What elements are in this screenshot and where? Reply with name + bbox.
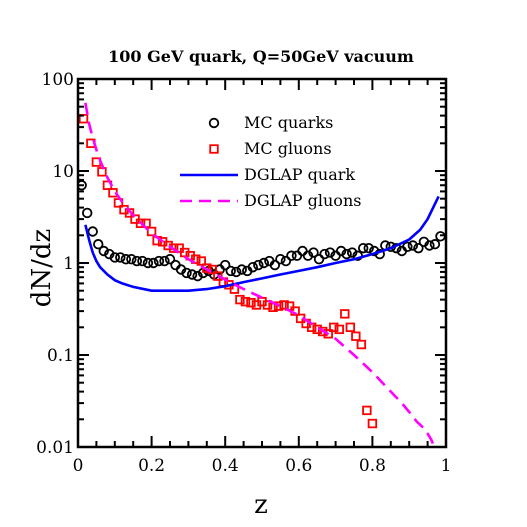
mc-quarks-point xyxy=(253,259,264,271)
x-tick-label: 0 xyxy=(73,456,84,476)
mc-quarks-point xyxy=(142,257,154,269)
mc-quarks-point xyxy=(269,259,281,271)
mc-quarks-point xyxy=(87,226,98,237)
mc-gluons-point xyxy=(97,167,107,177)
x-tick-label: 0.4 xyxy=(212,456,239,476)
mc-quarks-point xyxy=(153,255,165,267)
mc-quarks-point xyxy=(324,247,336,258)
mc-gluons-point xyxy=(329,322,339,333)
mc-quarks-point xyxy=(131,255,143,267)
mc-quarks-point xyxy=(346,247,358,258)
y-axis-label: dN/dz xyxy=(27,229,57,308)
mc-quarks-point xyxy=(78,180,87,191)
y-tick-label: 0.1 xyxy=(47,346,74,366)
mc-gluons-point xyxy=(279,300,289,310)
legend-label: DGLAP gluons xyxy=(244,191,361,210)
mc-quarks-point xyxy=(429,239,441,250)
plot-area xyxy=(78,102,446,447)
mc-quarks-point xyxy=(258,257,270,269)
y-tick-label: 1 xyxy=(63,254,74,274)
x-axis-label: z xyxy=(254,490,268,520)
mc-quarks-point xyxy=(192,270,203,282)
mc-quarks-point xyxy=(291,250,303,261)
legend-label: DGLAP quark xyxy=(244,165,355,184)
legend-swatch-mc-quarks xyxy=(208,117,220,129)
mc-quarks-point xyxy=(413,242,424,254)
y-tick-label: 0.01 xyxy=(36,438,74,458)
axis-ticks: 0 0.2 0.4 0.6 0.8 1 0.01 0.1 1 10 100 xyxy=(36,70,451,476)
mc-gluons-point xyxy=(367,418,378,429)
mc-gluons-point xyxy=(356,339,367,350)
mc-quarks-point xyxy=(109,252,121,263)
mc-quarks-point xyxy=(126,253,137,265)
legend-swatch-mc-gluons xyxy=(209,144,219,154)
x-tick-label: 1 xyxy=(441,456,452,476)
mc-gluons-point xyxy=(334,324,344,335)
y-tick-label: 100 xyxy=(42,70,74,90)
x-tick-label: 0.2 xyxy=(138,456,165,476)
mc-gluons-point xyxy=(146,226,157,237)
mc-quarks-point xyxy=(275,253,286,265)
mc-quarks-point xyxy=(137,255,148,267)
mc-gluons-point xyxy=(351,331,361,341)
y-tick-label: 10 xyxy=(52,162,74,182)
mc-quarks-point xyxy=(302,250,314,261)
mc-quarks-point xyxy=(186,269,198,280)
mc-quarks-point xyxy=(148,257,159,269)
mc-quarks-point xyxy=(93,239,104,250)
mc-quarks-point xyxy=(81,207,93,219)
mc-gluons-point xyxy=(323,329,333,339)
mc-quarks-point xyxy=(280,255,292,267)
legend-label: MC quarks xyxy=(244,113,333,132)
mc-gluons-point xyxy=(340,309,350,319)
mc-gluons-point xyxy=(246,298,256,308)
mc-quarks-point xyxy=(231,266,242,278)
mc-gluons-point xyxy=(196,256,206,266)
mc-quarks-point xyxy=(424,240,435,251)
mc-quarks-point xyxy=(247,262,259,273)
mc-quarks-point xyxy=(236,264,247,275)
mc-quarks-point xyxy=(181,267,192,279)
mc-quarks-point xyxy=(164,253,176,265)
mc-gluons-point xyxy=(362,405,372,416)
mc-quarks-point xyxy=(341,248,352,260)
mc-quarks-point xyxy=(120,253,132,265)
mc-gluons-point xyxy=(273,301,284,311)
mc-quarks-point xyxy=(363,242,374,254)
mc-quarks-point xyxy=(286,250,297,261)
mc-gluons-point xyxy=(163,240,173,251)
x-tick-label: 0.8 xyxy=(359,456,386,476)
mc-quarks-point xyxy=(159,255,170,267)
mc-gluons-point xyxy=(191,254,201,264)
dglap-quark-line xyxy=(84,195,440,292)
mc-quarks-point xyxy=(219,259,231,271)
x-tick-label: 0.6 xyxy=(285,456,312,476)
plot-content xyxy=(78,102,446,447)
mc-quarks-point xyxy=(297,245,308,257)
dglap-gluons-line xyxy=(84,102,436,447)
legend-label: MC gluons xyxy=(244,139,332,158)
mc-quarks-point xyxy=(358,242,369,254)
mc-quarks-point xyxy=(435,231,446,242)
mc-gluons-point xyxy=(135,218,146,229)
mc-quarks-point xyxy=(313,253,325,265)
mc-quarks-point xyxy=(308,247,319,258)
mc-quarks-point xyxy=(225,265,236,277)
mc-gluons-point xyxy=(345,322,356,333)
mc-quarks-point xyxy=(115,252,126,263)
mc-gluons-point xyxy=(213,271,223,281)
mc-quarks-point xyxy=(335,245,347,257)
mc-gluons-point xyxy=(235,294,245,305)
chart-title: 100 GeV quark, Q=50GeV vacuum xyxy=(108,47,414,66)
mc-quarks-point xyxy=(407,240,419,251)
mc-quarks-point xyxy=(98,245,109,257)
mc-quarks-point xyxy=(319,248,330,260)
mc-gluons-point xyxy=(318,326,328,337)
mc-gluons-point xyxy=(240,296,251,307)
mc-quarks-point xyxy=(402,241,413,252)
mc-gluons-point xyxy=(262,300,273,310)
mc-gluons-point xyxy=(113,198,124,208)
legend: MC quarks MC gluons DGLAP quark DGLAP gluon… xyxy=(180,113,361,210)
